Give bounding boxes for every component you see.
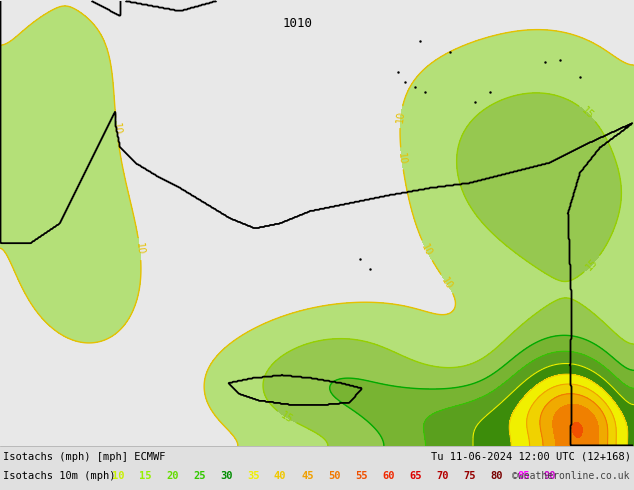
Polygon shape bbox=[0, 0, 40, 62]
Text: 10: 10 bbox=[420, 243, 434, 258]
Text: 10: 10 bbox=[396, 152, 408, 165]
Text: 25: 25 bbox=[193, 471, 205, 481]
Ellipse shape bbox=[424, 189, 436, 197]
Text: 15: 15 bbox=[139, 471, 152, 481]
Text: 35: 35 bbox=[247, 471, 259, 481]
Text: Isotachs (mph) [mph] ECMWF: Isotachs (mph) [mph] ECMWF bbox=[3, 452, 165, 462]
Ellipse shape bbox=[372, 127, 388, 138]
Text: 85: 85 bbox=[517, 471, 529, 481]
Polygon shape bbox=[230, 377, 360, 403]
Text: 90: 90 bbox=[544, 471, 557, 481]
Text: 50: 50 bbox=[328, 471, 340, 481]
Text: 65: 65 bbox=[409, 471, 422, 481]
Ellipse shape bbox=[535, 149, 545, 156]
Text: 20: 20 bbox=[166, 471, 179, 481]
Polygon shape bbox=[380, 0, 634, 244]
Ellipse shape bbox=[366, 241, 374, 246]
Text: 15: 15 bbox=[279, 410, 295, 425]
Ellipse shape bbox=[436, 362, 444, 368]
Ellipse shape bbox=[505, 241, 515, 246]
Polygon shape bbox=[110, 0, 634, 234]
Text: 60: 60 bbox=[382, 471, 394, 481]
Text: 10: 10 bbox=[111, 122, 122, 135]
Text: 15: 15 bbox=[585, 256, 600, 272]
Polygon shape bbox=[240, 147, 310, 178]
Ellipse shape bbox=[425, 140, 435, 146]
Text: 30: 30 bbox=[220, 471, 233, 481]
Text: 55: 55 bbox=[355, 471, 368, 481]
Ellipse shape bbox=[315, 261, 325, 267]
Text: Isotachs 10m (mph): Isotachs 10m (mph) bbox=[3, 471, 115, 481]
Ellipse shape bbox=[336, 210, 344, 217]
Text: 45: 45 bbox=[301, 471, 313, 481]
Text: 75: 75 bbox=[463, 471, 476, 481]
Polygon shape bbox=[575, 143, 634, 446]
Text: 80: 80 bbox=[490, 471, 503, 481]
Ellipse shape bbox=[390, 155, 400, 161]
Ellipse shape bbox=[546, 180, 554, 186]
Ellipse shape bbox=[546, 332, 554, 338]
Polygon shape bbox=[220, 62, 330, 153]
Ellipse shape bbox=[455, 382, 465, 388]
Ellipse shape bbox=[406, 170, 414, 176]
Text: 10: 10 bbox=[395, 110, 406, 123]
Ellipse shape bbox=[296, 281, 304, 287]
Text: 70: 70 bbox=[436, 471, 448, 481]
Text: 10: 10 bbox=[112, 471, 124, 481]
Ellipse shape bbox=[396, 321, 404, 328]
Ellipse shape bbox=[505, 372, 515, 378]
Ellipse shape bbox=[365, 301, 375, 307]
Text: 15: 15 bbox=[579, 105, 595, 122]
Ellipse shape bbox=[516, 119, 524, 125]
Ellipse shape bbox=[456, 160, 464, 166]
Ellipse shape bbox=[474, 260, 486, 268]
Text: 10: 10 bbox=[134, 243, 145, 256]
Ellipse shape bbox=[555, 200, 565, 206]
Ellipse shape bbox=[345, 180, 355, 186]
Ellipse shape bbox=[415, 342, 425, 348]
Text: Tu 11-06-2024 12:00 UTC (12+168): Tu 11-06-2024 12:00 UTC (12+168) bbox=[431, 452, 631, 462]
Ellipse shape bbox=[585, 241, 595, 246]
Ellipse shape bbox=[486, 392, 494, 398]
Ellipse shape bbox=[566, 220, 574, 226]
Text: ©weatheronline.co.uk: ©weatheronline.co.uk bbox=[512, 471, 630, 481]
Text: 1010: 1010 bbox=[283, 17, 313, 30]
Ellipse shape bbox=[526, 352, 534, 358]
Ellipse shape bbox=[346, 271, 354, 277]
Text: 10: 10 bbox=[439, 276, 455, 292]
Text: 40: 40 bbox=[274, 471, 287, 481]
Ellipse shape bbox=[455, 210, 465, 217]
Polygon shape bbox=[0, 0, 140, 244]
